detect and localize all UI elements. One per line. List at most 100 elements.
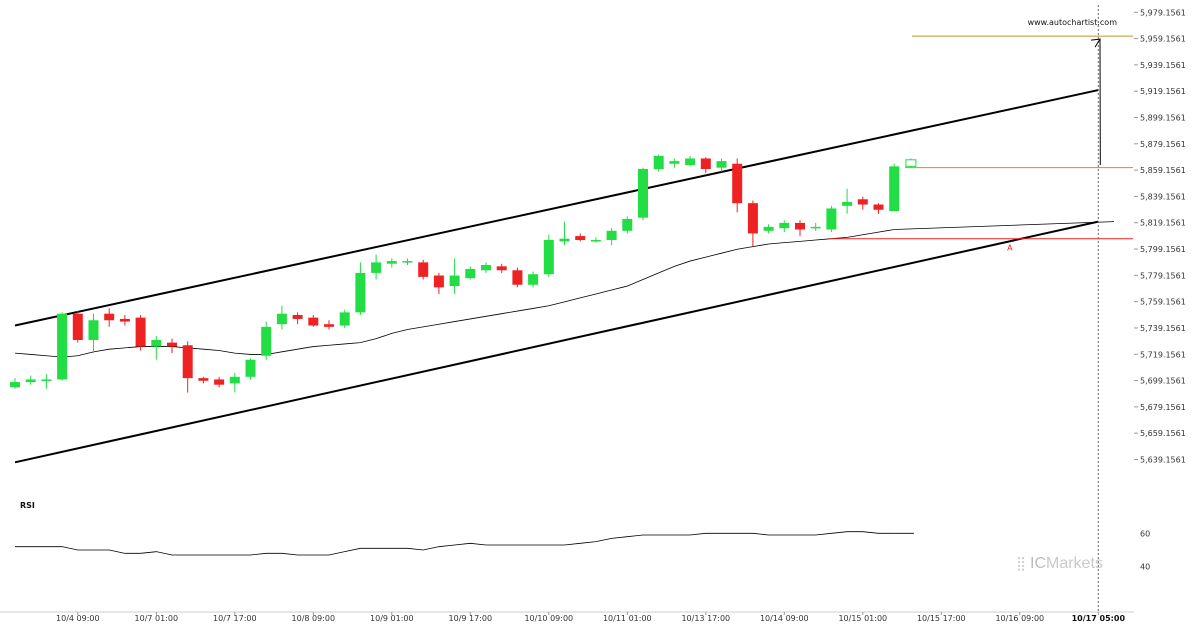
brand-logo: ⣿ ICMarkets (1016, 555, 1103, 572)
y-tick-label: 5,879.1561 (1140, 140, 1186, 149)
x-tick-label: 10/10 09:00 (524, 614, 573, 623)
x-tick-label: 10/13 17:00 (681, 614, 730, 623)
candle-body (308, 317, 319, 326)
candle-body (810, 226, 821, 229)
x-tick-label: 10/16 09:00 (995, 614, 1044, 623)
candle-body (371, 262, 382, 273)
watermark-url[interactable]: www.autochartist.com (1028, 18, 1118, 27)
candle-body (151, 339, 162, 347)
moving-average-line (14, 229, 895, 358)
brand-name: Markets (1046, 555, 1103, 572)
y-tick-label: 5,859.1561 (1140, 166, 1186, 175)
rsi-panel: 60 40 (15, 529, 1150, 572)
candle-body (25, 379, 36, 383)
candle-body (72, 313, 83, 340)
candle-body (214, 379, 225, 385)
channel-lines (14, 89, 1115, 464)
y-tick-label: 5,899.1561 (1140, 113, 1186, 122)
candle-body (747, 203, 758, 234)
price-axis: 5,979.1561 5,959.1561 5,939.1561 5,919.1561… (1134, 8, 1186, 464)
candle-body (873, 204, 884, 210)
moving-average-extension (894, 221, 1115, 230)
candle-body (433, 275, 444, 288)
x-tick-label: 10/7 01:00 (135, 614, 179, 623)
rsi-line (15, 531, 895, 556)
candle-body (889, 166, 900, 212)
y-tick-label: 5,639.1561 (1140, 455, 1186, 464)
candle-body (324, 324, 334, 327)
y-tick-label: 5,939.1561 (1140, 61, 1186, 70)
candle-body (700, 158, 711, 169)
candle-body (167, 342, 177, 347)
candle-body (795, 222, 805, 230)
candle-body (842, 201, 853, 206)
candle-body (779, 222, 790, 229)
lower-channel-line (14, 220, 1099, 464)
y-tick-label: 5,819.1561 (1140, 219, 1186, 228)
x-tick-label: 10/11 01:00 (603, 614, 652, 623)
x-tick-label: 10/4 09:00 (56, 614, 100, 623)
svg-text:ICMarkets: ICMarkets (1030, 555, 1103, 572)
y-tick-label: 5,759.1561 (1140, 298, 1186, 307)
candle-body (481, 265, 491, 271)
candle-body (763, 226, 774, 231)
candle-body (449, 275, 460, 287)
target-arrow-head (1090, 38, 1101, 48)
x-tick-label: 10/15 17:00 (917, 614, 966, 623)
candle-body (590, 240, 601, 242)
candle-body (339, 312, 350, 326)
y-tick-label: 5,659.1561 (1140, 429, 1186, 438)
rsi-tick-label: 40 (1140, 563, 1150, 572)
candle-body (465, 268, 476, 279)
candle-body (512, 270, 523, 285)
candle-body (716, 161, 727, 168)
candle-body (402, 261, 413, 263)
candle-body (41, 379, 52, 381)
candle-body (418, 262, 429, 277)
y-tick-label: 5,699.1561 (1140, 377, 1186, 386)
candle-body (653, 155, 664, 169)
candle-body (528, 274, 539, 285)
x-tick-label: 10/8 09:00 (292, 614, 336, 623)
candle-body (669, 161, 680, 164)
x-tick-label: 10/9 01:00 (370, 614, 414, 623)
y-tick-label: 5,719.1561 (1140, 350, 1186, 359)
brand-prefix: IC (1030, 555, 1046, 572)
candle-body (88, 320, 99, 340)
candle-body (276, 313, 287, 325)
y-tick-label: 5,959.1561 (1140, 35, 1186, 44)
x-tick-label: 10/15 01:00 (838, 614, 887, 623)
rsi-label: RSI (20, 501, 35, 510)
y-tick-label: 5,799.1561 (1140, 245, 1186, 254)
y-tick-label: 5,839.1561 (1140, 192, 1186, 201)
candle-body (732, 163, 743, 204)
time-axis: 10/4 09:00 10/7 01:00 10/7 17:00 10/8 09:00… (0, 611, 1134, 623)
candle-body (104, 313, 115, 321)
candle-body (57, 313, 68, 380)
x-tick-label: 10/14 09:00 (760, 614, 809, 623)
y-tick-label: 5,919.1561 (1140, 87, 1186, 96)
y-tick-label: 5,779.1561 (1140, 271, 1186, 280)
candle-body (606, 230, 617, 241)
candle-body (386, 261, 397, 264)
candle-body (292, 315, 303, 319)
pattern-point-label: A (1007, 244, 1013, 253)
candle-body-current (905, 159, 917, 167)
candle-body (685, 158, 696, 166)
candle-body (638, 168, 648, 218)
x-tick-label: 10/7 17:00 (213, 614, 257, 623)
candle-body (575, 236, 586, 241)
x-tick-label: 10/9 17:00 (449, 614, 493, 623)
brand-logo-icon: ⣿ (1016, 556, 1026, 572)
candle-body (496, 266, 507, 271)
x-tick-label: 10/17 05:00 (1072, 614, 1126, 623)
candle-body (245, 359, 256, 377)
candle-body (10, 382, 20, 388)
candle-body (543, 240, 554, 275)
rsi-tick-label: 60 (1140, 529, 1150, 538)
candle-body (355, 272, 366, 313)
candle-body (229, 376, 240, 384)
candle-body (198, 378, 209, 381)
candle-body (135, 317, 146, 347)
candle-body (826, 208, 837, 230)
